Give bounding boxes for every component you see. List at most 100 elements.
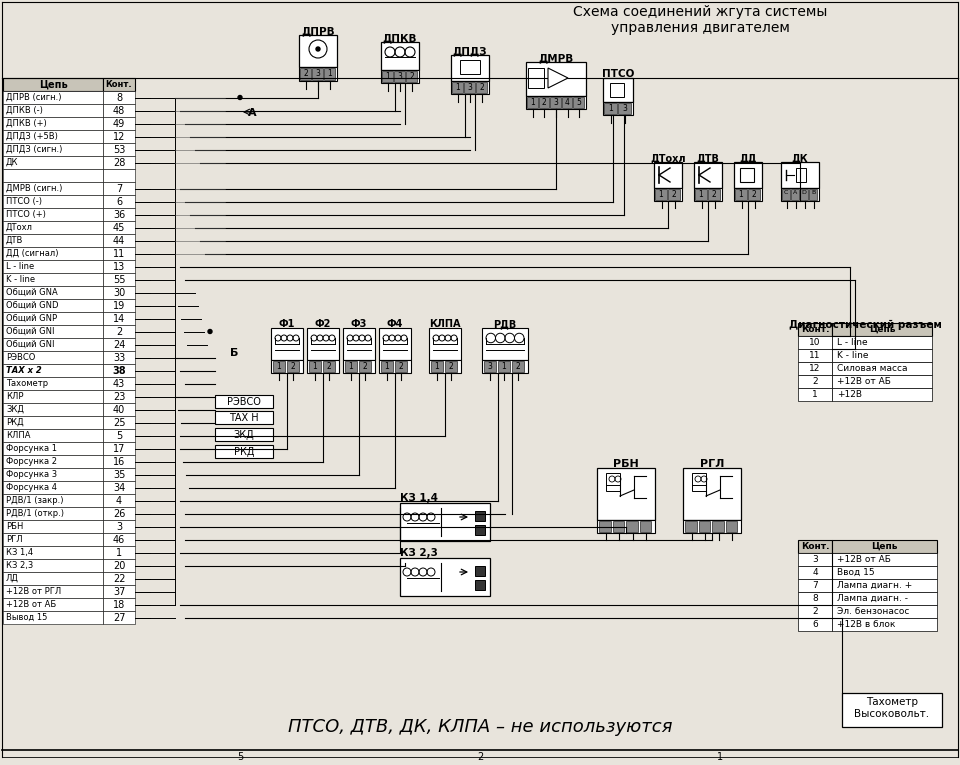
Bar [103, 468, 135, 481]
Bar [324, 68, 335, 80]
Bar [215, 411, 273, 424]
Bar [526, 96, 586, 109]
Text: 11: 11 [809, 351, 821, 360]
Bar [603, 78, 633, 102]
Bar [3, 598, 103, 611]
Text: КЛПА: КЛПА [429, 319, 461, 329]
Text: 19: 19 [113, 301, 125, 311]
Bar [832, 388, 932, 401]
Text: РДВ/1 (закр.): РДВ/1 (закр.) [6, 496, 63, 505]
Bar [452, 82, 463, 93]
Text: 23: 23 [113, 392, 125, 402]
Bar [791, 189, 799, 200]
Bar [781, 188, 819, 201]
Text: ДПКВ: ДПКВ [383, 33, 418, 43]
Bar [215, 395, 273, 408]
Bar [307, 360, 339, 373]
Text: ДТВ: ДТВ [6, 236, 23, 245]
Text: ЛД: ЛД [6, 574, 19, 583]
Bar [345, 361, 357, 372]
Bar [484, 361, 496, 372]
Text: 1: 1 [385, 72, 390, 81]
Bar [798, 388, 832, 401]
Text: ПТСО, ДТВ, ДК, КЛПА – не используются: ПТСО, ДТВ, ДК, КЛПА – не используются [288, 718, 672, 736]
Text: 2: 2 [711, 190, 716, 199]
Text: 8: 8 [812, 594, 818, 603]
Bar [3, 507, 103, 520]
Text: K - line: K - line [837, 351, 869, 360]
Bar [694, 188, 722, 201]
Text: 2: 2 [479, 83, 484, 92]
Bar [103, 221, 135, 234]
Bar [431, 361, 443, 372]
Text: 2: 2 [116, 327, 122, 337]
Bar [451, 81, 489, 94]
Bar [103, 546, 135, 559]
Text: ПТСО: ПТСО [602, 69, 635, 79]
Bar [842, 693, 942, 727]
Text: Силовая масса: Силовая масса [837, 364, 907, 373]
Bar [832, 540, 937, 553]
Bar [215, 428, 273, 441]
Bar [323, 361, 335, 372]
Text: КЛПА: КЛПА [6, 431, 31, 440]
Bar [3, 546, 103, 559]
Bar [604, 103, 617, 114]
Bar [550, 97, 561, 108]
Text: 43: 43 [113, 379, 125, 389]
Bar [3, 351, 103, 364]
Bar [798, 553, 832, 566]
Text: 7: 7 [116, 184, 122, 194]
Bar [287, 361, 299, 372]
Text: Общий GNA: Общий GNA [6, 288, 58, 297]
Bar [103, 104, 135, 117]
Bar [740, 168, 754, 182]
Bar [3, 91, 103, 104]
Text: Общий GND: Общий GND [6, 301, 59, 310]
Text: ЗКД: ЗКД [6, 405, 24, 414]
Bar [692, 473, 706, 491]
Bar [3, 416, 103, 429]
Bar [3, 312, 103, 325]
Text: ПТСО (+): ПТСО (+) [6, 210, 46, 219]
Bar [475, 511, 485, 521]
Text: 48: 48 [113, 106, 125, 116]
Bar [103, 117, 135, 130]
Text: 27: 27 [112, 613, 125, 623]
Bar [103, 91, 135, 104]
Bar [498, 361, 510, 372]
Bar [381, 70, 419, 83]
Bar [103, 520, 135, 533]
Bar [798, 605, 832, 618]
Bar [3, 390, 103, 403]
Bar [103, 494, 135, 507]
Text: ДМРВ (сигн.): ДМРВ (сигн.) [6, 184, 62, 193]
Bar [273, 361, 285, 372]
Text: Ввод 15: Ввод 15 [837, 568, 875, 577]
Text: 1: 1 [502, 362, 506, 371]
Text: 24: 24 [113, 340, 125, 350]
Text: ДК: ДК [6, 158, 18, 167]
Text: Общий GNI: Общий GNI [6, 327, 55, 336]
Bar [103, 182, 135, 195]
Text: 5: 5 [576, 98, 581, 107]
Bar [3, 338, 103, 351]
Text: ТАХ Н: ТАХ Н [229, 413, 259, 423]
Bar [103, 273, 135, 286]
Bar [482, 328, 528, 360]
Bar [215, 445, 273, 458]
Text: 5: 5 [237, 752, 243, 762]
Text: 35: 35 [113, 470, 125, 480]
Text: Ф4: Ф4 [387, 319, 403, 329]
Text: 3: 3 [116, 522, 122, 532]
Bar [3, 221, 103, 234]
Text: 20: 20 [113, 561, 125, 571]
Text: А: А [248, 108, 256, 118]
Text: 2: 2 [291, 362, 296, 371]
Bar [3, 286, 103, 299]
Bar [654, 162, 682, 188]
Text: КЗ 2,3: КЗ 2,3 [6, 561, 34, 570]
Text: Конт.: Конт. [801, 325, 829, 334]
Bar [3, 234, 103, 247]
Text: РДВ: РДВ [493, 319, 516, 329]
